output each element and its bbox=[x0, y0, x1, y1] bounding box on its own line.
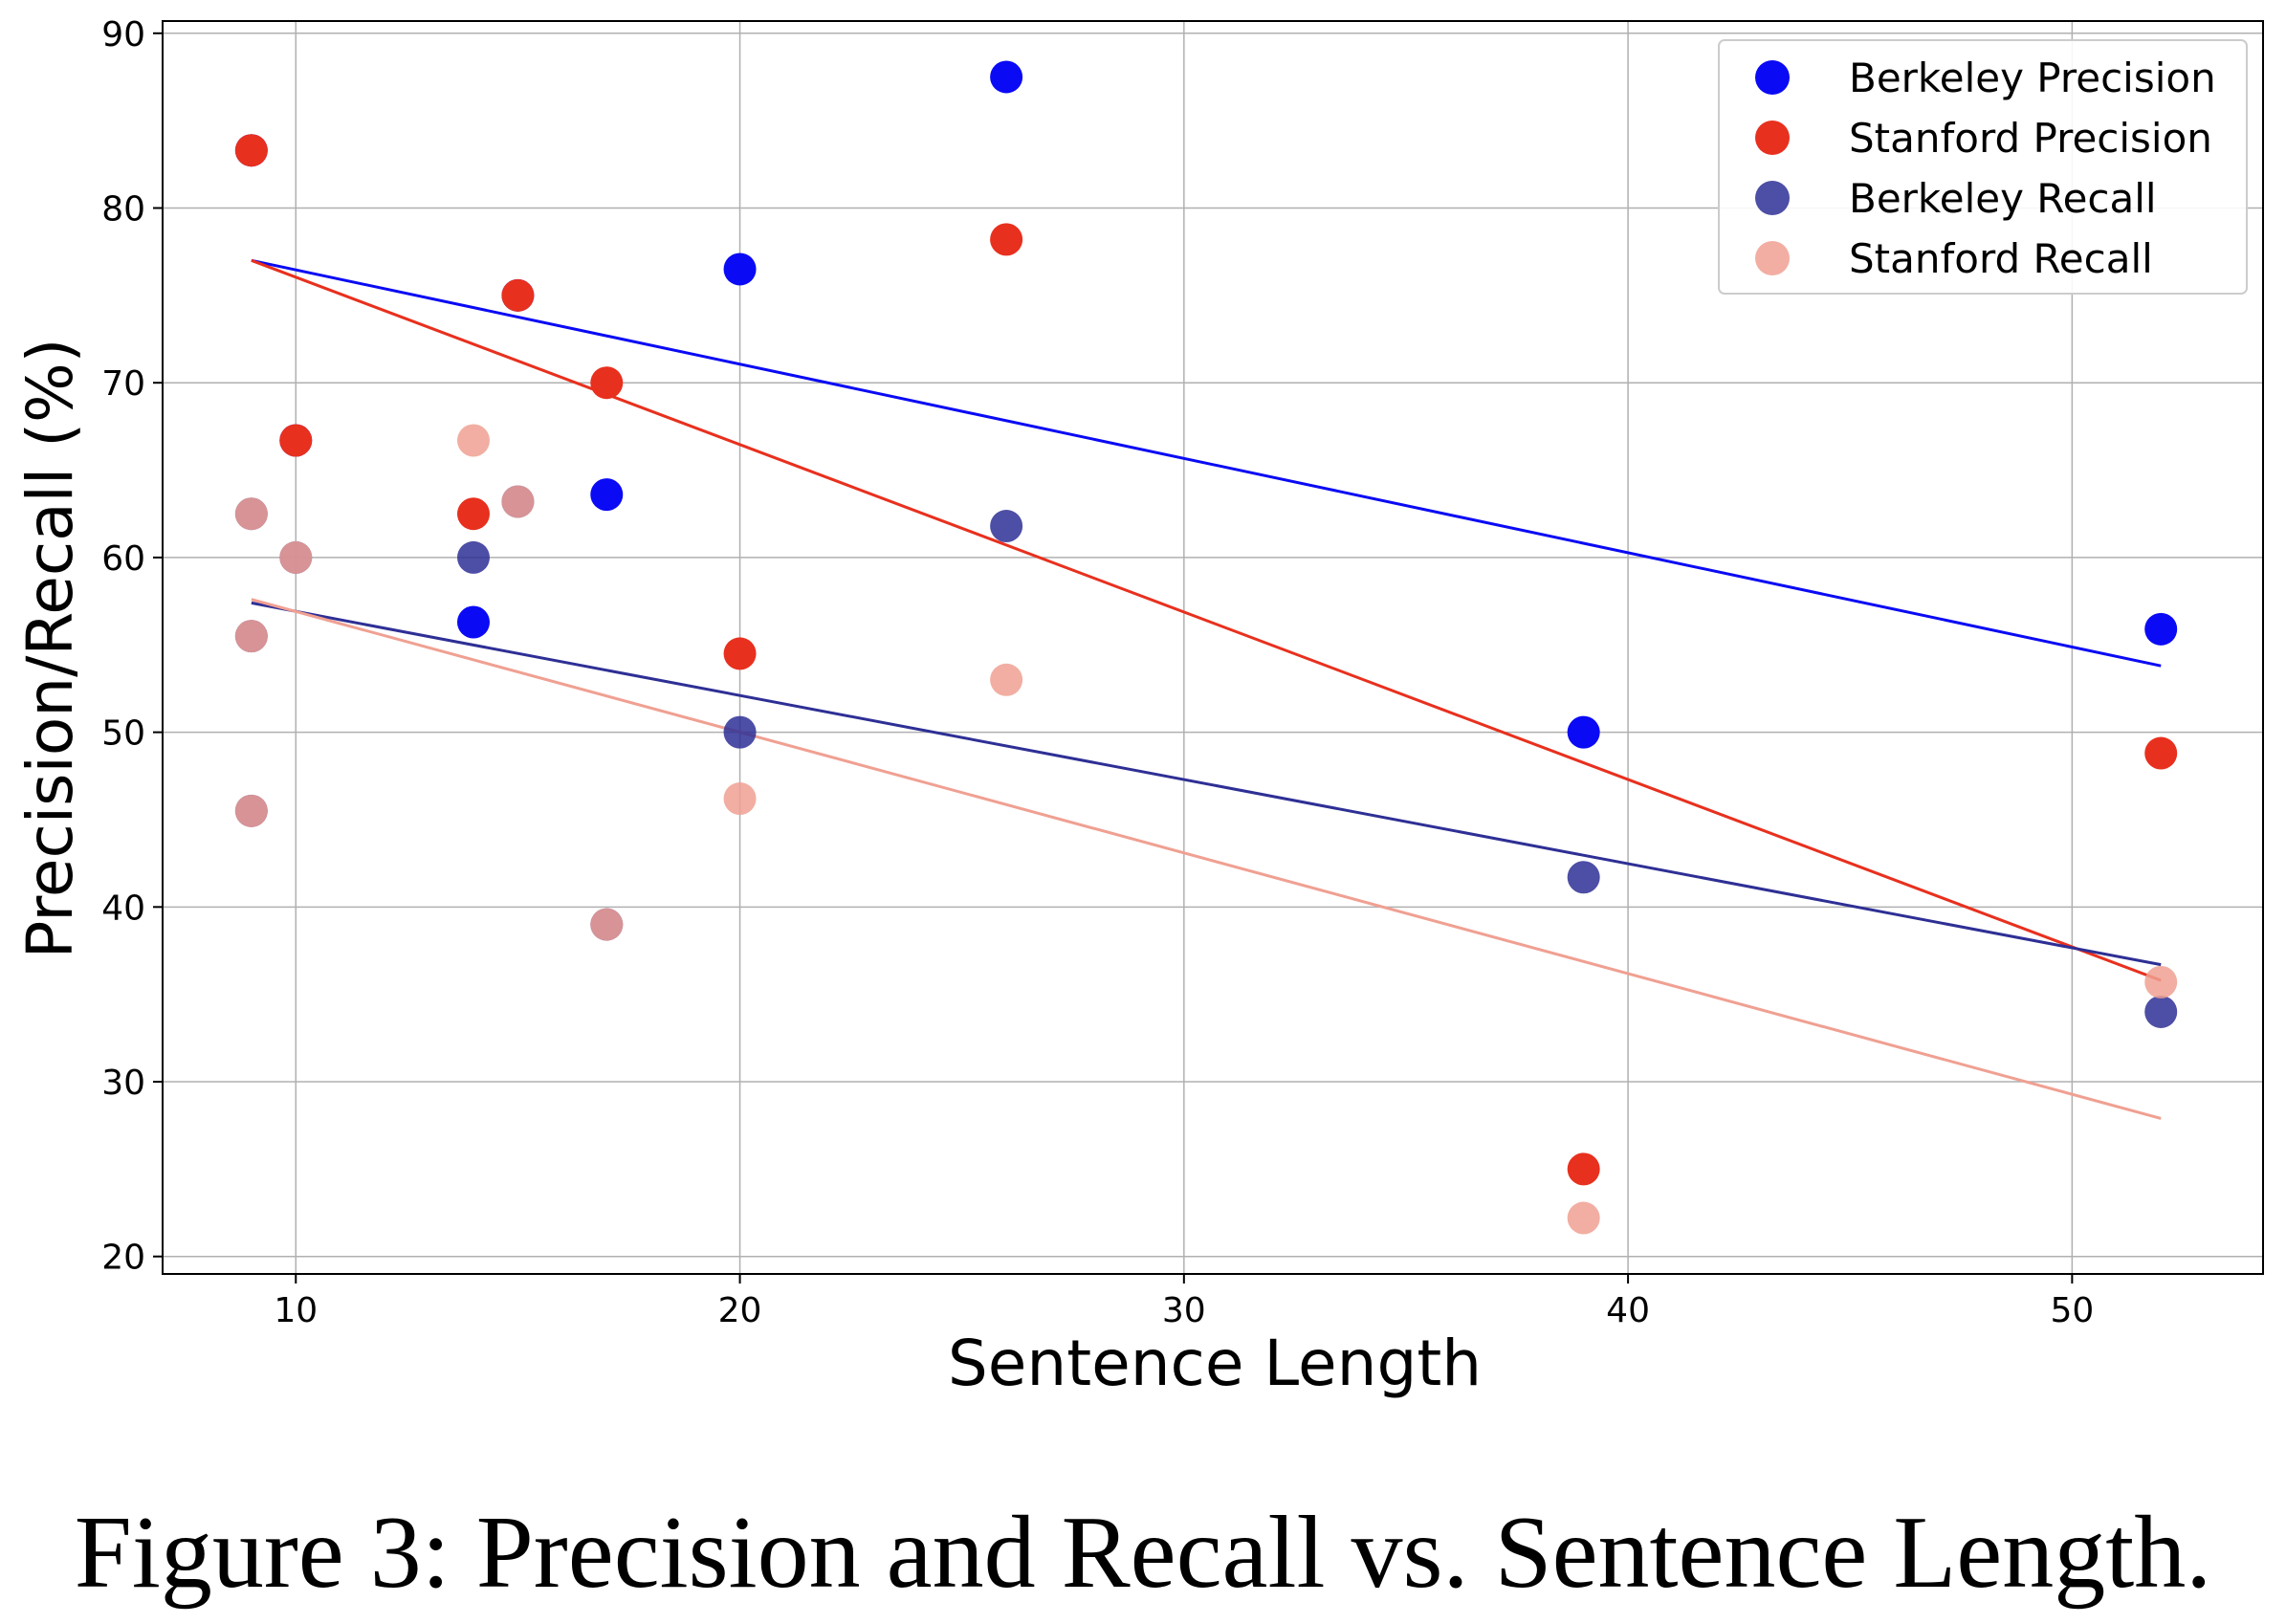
stanford-precision-point bbox=[590, 366, 624, 400]
plot-frame bbox=[162, 20, 2264, 1275]
stanford-precision-legend-label: Stanford Precision bbox=[1849, 115, 2212, 162]
stanford-precision-trend-line bbox=[251, 258, 2162, 982]
legend: Berkeley Precision Stanford Precision Berk… bbox=[1718, 39, 2248, 295]
stanford-precision-point bbox=[456, 497, 490, 531]
stanford-recall-point bbox=[723, 782, 757, 816]
trend-lines bbox=[251, 258, 2162, 1120]
y-tick-label: 40 bbox=[101, 889, 145, 928]
stanford-recall-point bbox=[1567, 1201, 1600, 1235]
stanford-recall-point bbox=[501, 485, 535, 518]
berkeley-precision-trend-line bbox=[251, 258, 2162, 668]
x-tick-label: 50 bbox=[2050, 1291, 2094, 1330]
y-tick-label: 90 bbox=[101, 15, 145, 55]
berkeley-precision-point bbox=[590, 478, 624, 512]
stanford-recall-legend-label: Stanford Recall bbox=[1849, 235, 2153, 282]
stanford-precision-legend-marker bbox=[1755, 121, 1790, 155]
x-axis-label: Sentence Length bbox=[948, 1327, 1482, 1400]
berkeley-precision-point bbox=[2144, 612, 2178, 646]
y-tick-label: 60 bbox=[101, 539, 145, 579]
legend-box bbox=[1718, 39, 2248, 295]
x-tick-label: 10 bbox=[274, 1291, 318, 1330]
berkeley-recall-point bbox=[456, 540, 490, 574]
stanford-precision-point bbox=[2144, 736, 2178, 770]
berkeley-precision-point bbox=[990, 60, 1023, 94]
stanford-precision-point bbox=[1567, 1152, 1600, 1186]
x-axis-ticks: 10 20 30 40 50 bbox=[274, 1274, 2094, 1330]
stanford-recall-point bbox=[234, 620, 268, 653]
y-tick-label: 70 bbox=[101, 364, 145, 404]
x-tick-label: 30 bbox=[1162, 1291, 1206, 1330]
stanford-recall-point bbox=[590, 908, 624, 941]
stanford-recall-trend-line bbox=[251, 598, 2162, 1120]
stanford-recall-legend-marker bbox=[1755, 241, 1790, 275]
berkeley-precision-legend-label: Berkeley Precision bbox=[1849, 55, 2216, 101]
y-tick-label: 80 bbox=[101, 189, 145, 229]
y-axis-label: Precision/Recall (%) bbox=[13, 339, 87, 959]
x-tick-label: 40 bbox=[1606, 1291, 1650, 1330]
y-axis-ticks: 20 30 40 50 60 70 80 90 bbox=[101, 15, 163, 1278]
data-points bbox=[234, 60, 2178, 1235]
x-tick-label: 20 bbox=[718, 1291, 762, 1330]
stanford-recall-point bbox=[2144, 965, 2178, 999]
berkeley-precision-point bbox=[456, 605, 490, 639]
figure-caption: Figure 3: Precision and Recall vs. Sente… bbox=[74, 1496, 2212, 1610]
y-tick-label: 50 bbox=[101, 714, 145, 754]
stanford-recall-point bbox=[990, 663, 1023, 696]
berkeley-precision-point bbox=[723, 252, 757, 286]
berkeley-recall-point bbox=[723, 715, 757, 749]
berkeley-recall-point bbox=[2144, 995, 2178, 1028]
stanford-precision-point bbox=[279, 424, 313, 457]
stanford-precision-point bbox=[234, 134, 268, 167]
berkeley-precision-point bbox=[1567, 715, 1600, 749]
stanford-precision-point bbox=[723, 637, 757, 670]
y-tick-label: 30 bbox=[101, 1064, 145, 1103]
berkeley-recall-trend-line bbox=[251, 601, 2162, 967]
stanford-precision-point bbox=[501, 278, 535, 312]
stanford-recall-point bbox=[279, 540, 313, 574]
stanford-recall-point bbox=[456, 424, 490, 457]
stanford-precision-point bbox=[990, 223, 1023, 256]
stanford-recall-point bbox=[234, 794, 268, 827]
berkeley-recall-point bbox=[1567, 861, 1600, 894]
stanford-recall-point bbox=[234, 497, 268, 531]
y-tick-label: 20 bbox=[101, 1239, 145, 1278]
berkeley-recall-legend-label: Berkeley Recall bbox=[1849, 175, 2157, 222]
berkeley-recall-point bbox=[990, 510, 1023, 543]
berkeley-precision-legend-marker bbox=[1755, 60, 1790, 95]
berkeley-recall-legend-marker bbox=[1755, 181, 1790, 215]
